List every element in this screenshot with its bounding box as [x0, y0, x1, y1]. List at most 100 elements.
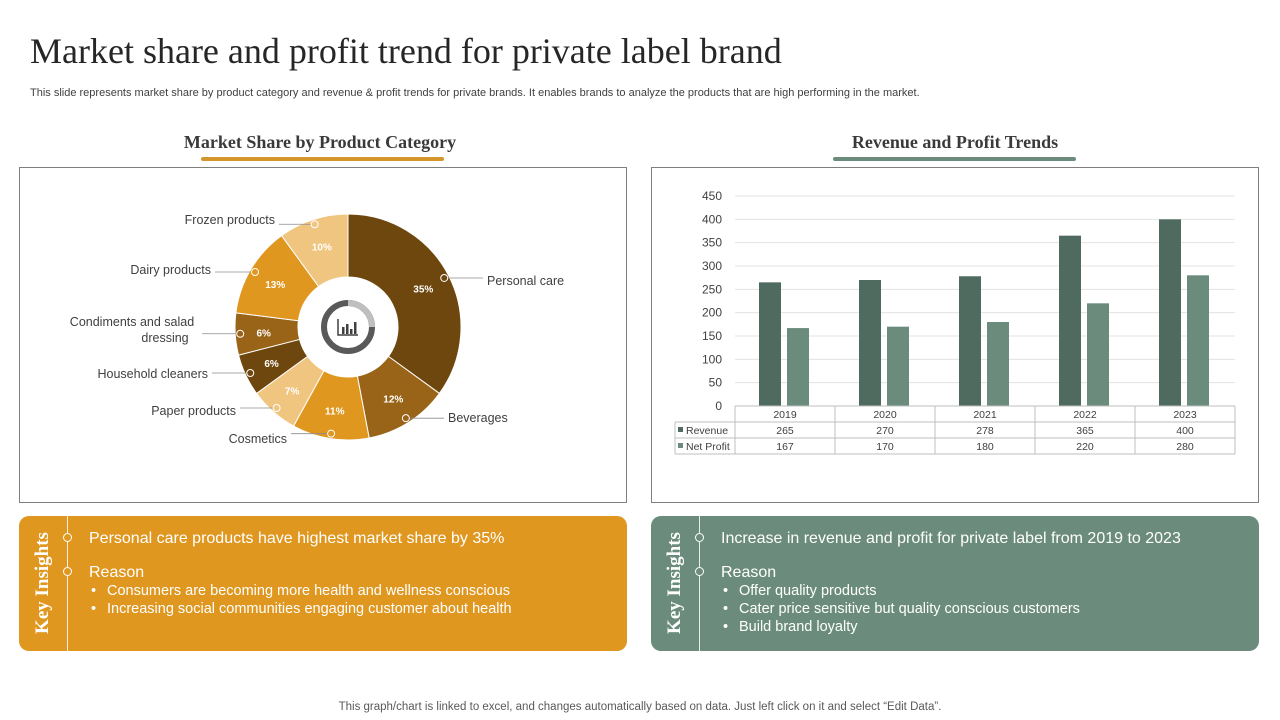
- pie-leader-dot: [236, 329, 245, 338]
- chart-icon-bar: [354, 322, 357, 334]
- net-profit-bar-2021: [987, 322, 1009, 406]
- revenue-profit-heading: Revenue and Profit Trends: [851, 132, 1059, 152]
- chart-icon-axis: [337, 319, 358, 336]
- table-value: 167: [776, 441, 794, 453]
- table-value: 170: [876, 441, 894, 453]
- x-tick-label: 2021: [973, 409, 997, 421]
- legend-label: Revenue: [686, 425, 728, 437]
- chart-icon-segment: [347, 300, 375, 328]
- legend-key-net-profit: [678, 443, 683, 448]
- y-tick-label: 400: [702, 212, 722, 226]
- table-value: 265: [776, 425, 794, 437]
- pie-leader-dot: [327, 429, 336, 438]
- revenue-bar-2023: [1159, 219, 1181, 406]
- pie-category-label: Household cleaners: [98, 367, 209, 381]
- revenue-bar-2022: [1059, 235, 1081, 406]
- y-tick-label: 200: [702, 306, 722, 320]
- revenue-bar-2019: [759, 282, 781, 406]
- insight-reason-item: Offer quality products: [721, 582, 1080, 600]
- pie-leader-dot: [401, 414, 410, 423]
- pie-category-label: Frozen products: [185, 213, 275, 227]
- insight-reason-list: Consumers are becoming more health and w…: [89, 582, 512, 618]
- pie-category-label: Beverages: [448, 411, 508, 425]
- insight-reason-item: Consumers are becoming more health and w…: [89, 582, 512, 600]
- pie-value-label: 11%: [325, 406, 345, 417]
- net-profit-bar-2023: [1187, 275, 1209, 406]
- x-tick-label: 2019: [773, 409, 797, 421]
- revenue-bar-2020: [859, 280, 881, 406]
- net-profit-bar-2019: [787, 328, 809, 406]
- key-insights-label: Key Insights: [32, 532, 53, 634]
- net-profit-bar-2020: [887, 326, 909, 406]
- table-value: 180: [976, 441, 994, 453]
- market-share-heading-underline: [201, 157, 444, 161]
- chart-icon-bar: [350, 329, 353, 334]
- market-share-heading: Market Share by Product Category: [183, 132, 457, 152]
- pie-value-label: 6%: [264, 359, 279, 370]
- revenue-profit-key-insights: Key Insights Increase in revenue and pro…: [651, 504, 1259, 651]
- insight-headline: Personal care products have highest mark…: [89, 530, 505, 547]
- pie-category-label: Cosmetics: [229, 432, 287, 446]
- insight-headline: Increase in revenue and profit for priva…: [721, 530, 1181, 547]
- x-tick-label: 2020: [873, 409, 897, 421]
- revenue-profit-heading-underline: [833, 157, 1076, 161]
- pie-slice-frozen-products: [280, 213, 349, 288]
- revenue-profit-bar-chart[interactable]: 0 50 100 150 200 250 300 350 400 450 2019 2020 2021 2…: [652, 168, 1258, 502]
- x-tick-label: 2022: [1073, 409, 1097, 421]
- x-tick-label: 2023: [1173, 409, 1197, 421]
- market-share-donut-chart[interactable]: 35% Personal care 12% Beverages 11% Cosmetics…: [20, 168, 626, 502]
- y-tick-label: 0: [715, 399, 722, 413]
- insight-bullet-dot: [63, 567, 72, 576]
- legend-key-revenue: [678, 427, 683, 432]
- chart-icon-bar: [346, 324, 349, 334]
- revenue-bar-2021: [959, 276, 981, 406]
- table-value: 278: [976, 425, 994, 437]
- pie-leader-dot: [272, 404, 281, 413]
- pie-value-label: 35%: [413, 285, 433, 296]
- key-insights-label: Key Insights: [664, 532, 685, 634]
- pie-value-label: 13%: [265, 280, 285, 291]
- net-profit-bar-2022: [1087, 303, 1109, 406]
- insight-reason-title: Reason: [721, 564, 777, 581]
- insight-reason-item: Increasing social communities engaging c…: [89, 600, 512, 618]
- pie-slice-personal-care: [347, 213, 462, 395]
- insight-bullet-dot: [63, 533, 72, 542]
- pie-leader-dot: [310, 220, 319, 229]
- pie-value-label: 10%: [312, 243, 332, 254]
- market-share-chart-box[interactable]: 35% Personal care 12% Beverages 11% Cosmetics…: [19, 167, 627, 503]
- pie-category-label: Paper products: [151, 404, 236, 418]
- table-value: 365: [1076, 425, 1094, 437]
- insight-reason-list: Offer quality products Cater price sensi…: [721, 582, 1080, 636]
- pie-value-label: 7%: [285, 386, 300, 397]
- pie-category-label: Dairy products: [130, 263, 211, 277]
- insight-bullet-dot: [695, 567, 704, 576]
- footer-note: This graph/chart is linked to excel, and…: [338, 701, 942, 713]
- page-title: Market share and profit trend for privat…: [30, 31, 782, 71]
- y-tick-label: 250: [702, 282, 722, 296]
- y-tick-label: 450: [702, 189, 722, 203]
- chart-icon-bar: [342, 327, 345, 334]
- insight-reason-title: Reason: [89, 564, 145, 581]
- revenue-profit-chart-box[interactable]: 0 50 100 150 200 250 300 350 400 450 2019 2020 2021 2…: [651, 167, 1259, 503]
- pie-category-label: Condiments and salad dressing: [70, 315, 194, 345]
- insight-bullet-dot: [695, 533, 704, 542]
- y-tick-label: 350: [702, 236, 722, 250]
- pie-value-label: 12%: [383, 394, 403, 405]
- table-value: 400: [1176, 425, 1194, 437]
- pie-leader-dot: [246, 368, 255, 377]
- insight-divider: [699, 504, 700, 651]
- insight-divider: [67, 504, 68, 651]
- pie-category-label: Personal care: [487, 274, 564, 288]
- legend-label: Net Profit: [686, 441, 730, 453]
- table-value: 220: [1076, 441, 1094, 453]
- table-value: 280: [1176, 441, 1194, 453]
- y-tick-label: 50: [709, 376, 723, 390]
- insight-reason-item: Cater price sensitive but quality consci…: [721, 600, 1080, 618]
- table-value: 270: [876, 425, 894, 437]
- page-subtitle: This slide represents market share by pr…: [30, 87, 920, 99]
- y-tick-label: 300: [702, 259, 722, 273]
- y-tick-label: 100: [702, 352, 722, 366]
- pie-value-label: 6%: [256, 328, 271, 339]
- pie-leader-dot: [251, 268, 260, 277]
- y-tick-label: 150: [702, 329, 722, 343]
